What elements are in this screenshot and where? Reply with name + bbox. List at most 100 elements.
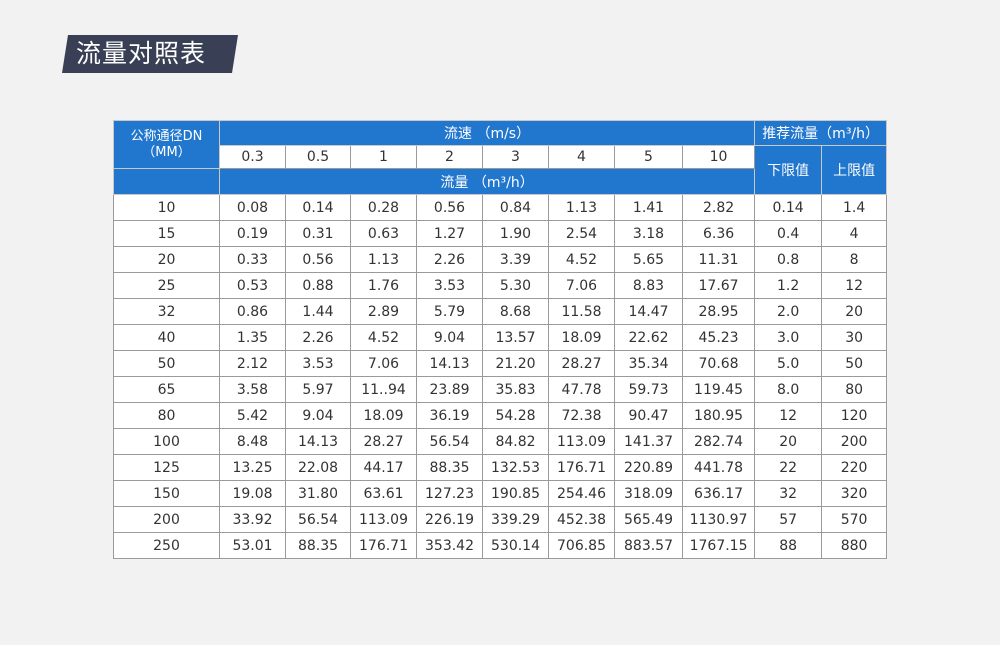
flow-cell: 88.35	[416, 454, 483, 481]
lower-limit-cell: 12	[754, 402, 823, 429]
flow-cell: 11.58	[548, 298, 615, 325]
velocity-cell: 1	[350, 145, 417, 169]
flow-cell: 56.54	[285, 506, 351, 533]
dn-cell: 15	[113, 220, 220, 247]
flow-cell: 9.04	[416, 324, 483, 351]
upper-limit-cell: 1.4	[821, 194, 888, 221]
flow-cell: 28.27	[548, 350, 615, 377]
flow-header: 流量 （m³/h）	[218, 168, 756, 195]
flow-cell: 4.52	[548, 246, 615, 273]
flow-cell: 636.17	[681, 480, 756, 507]
flow-cell: 35.34	[614, 350, 683, 377]
title-banner: 流量对照表	[62, 35, 238, 73]
flow-cell: 127.23	[416, 480, 483, 507]
flow-cell: 3.58	[219, 376, 286, 403]
table-row: 200 33.92 56.54 113.09 226.19 339.29 452.38 565…	[113, 506, 888, 533]
flow-cell: 132.53	[482, 454, 549, 481]
table-row: 15 0.19 0.31 0.63 1.27 1.90 2.54 3.18 6.36 0.4 4	[113, 220, 888, 247]
table-row: 25 0.53 0.88 1.76 3.53 5.30 7.06 8.83 17.67 1.2 12	[113, 272, 888, 299]
flow-cell: 226.19	[416, 506, 483, 533]
table-row: 10 0.08 0.14 0.28 0.56 0.84 1.13 1.41 2.82 0.14 1.…	[113, 194, 888, 221]
lower-limit-cell: 88	[754, 532, 823, 559]
flow-cell: 0.53	[219, 272, 286, 299]
flow-cell: 0.33	[219, 246, 286, 273]
flow-cell: 3.18	[614, 220, 683, 247]
flow-cell: 1130.97	[681, 506, 756, 533]
flow-cell: 5.97	[285, 376, 351, 403]
flow-cell: 5.65	[614, 246, 683, 273]
velocity-cell: 2	[416, 145, 483, 169]
flow-cell: 119.45	[681, 376, 756, 403]
flow-cell: 176.71	[548, 454, 615, 481]
upper-limit-cell: 320	[821, 480, 888, 507]
flow-cell: 63.61	[350, 480, 417, 507]
upper-limit-cell: 20	[821, 298, 888, 325]
flow-cell: 14.13	[285, 428, 351, 455]
flow-cell: 1.90	[482, 220, 549, 247]
flow-cell: 28.95	[681, 298, 756, 325]
table-row: 150 19.08 31.80 63.61 127.23 190.85 254.46 318.…	[113, 480, 888, 507]
table-row: 50 2.12 3.53 7.06 14.13 21.20 28.27 35.34 70.68 5…	[113, 350, 888, 377]
lower-limit-cell: 22	[754, 454, 823, 481]
flow-cell: 36.19	[416, 402, 483, 429]
upper-limit-cell: 880	[821, 532, 888, 559]
lower-limit-cell: 32	[754, 480, 823, 507]
flow-cell: 3.53	[416, 272, 483, 299]
flow-cell: 1.76	[350, 272, 417, 299]
flow-cell: 254.46	[548, 480, 615, 507]
flow-cell: 11..94	[350, 376, 417, 403]
flow-cell: 59.73	[614, 376, 683, 403]
flow-cell: 1.27	[416, 220, 483, 247]
flow-cell: 6.36	[681, 220, 756, 247]
flow-cell: 113.09	[350, 506, 417, 533]
dn-cell: 200	[113, 506, 220, 533]
dn-cell: 250	[113, 532, 220, 559]
flow-cell: 530.14	[482, 532, 549, 559]
flow-cell: 113.09	[548, 428, 615, 455]
flow-cell: 2.82	[681, 194, 756, 221]
flow-cell: 17.67	[681, 272, 756, 299]
table-row: 20 0.33 0.56 1.13 2.26 3.39 4.52 5.65 11.31 0.8 8	[113, 246, 888, 273]
flow-cell: 84.82	[482, 428, 549, 455]
dn-cell: 20	[113, 246, 220, 273]
dn-cell: 40	[113, 324, 220, 351]
lower-limit-header: 下限值	[754, 145, 823, 195]
flow-cell: 2.54	[548, 220, 615, 247]
flow-cell: 72.38	[548, 402, 615, 429]
flow-cell: 339.29	[482, 506, 549, 533]
velocity-cell: 4	[548, 145, 615, 169]
flow-cell: 18.09	[548, 324, 615, 351]
upper-limit-cell: 570	[821, 506, 888, 533]
page-title: 流量对照表	[76, 39, 207, 68]
blank-header-cell	[113, 168, 220, 195]
lower-limit-cell: 8.0	[754, 376, 823, 403]
upper-limit-cell: 50	[821, 350, 888, 377]
flow-cell: 0.08	[219, 194, 286, 221]
lower-limit-cell: 20	[754, 428, 823, 455]
lower-limit-cell: 2.0	[754, 298, 823, 325]
flow-cell: 1.13	[350, 246, 417, 273]
flow-cell: 31.80	[285, 480, 351, 507]
recommended-header: 推荐流量（m³/h）	[754, 120, 888, 146]
dn-cell: 10	[113, 194, 220, 221]
dn-cell: 150	[113, 480, 220, 507]
velocity-header: 流速 （m/s）	[218, 120, 756, 146]
flow-cell: 53.01	[219, 532, 286, 559]
flow-cell: 2.26	[416, 246, 483, 273]
dn-cell: 65	[113, 376, 220, 403]
dn-cell: 32	[113, 298, 220, 325]
flow-cell: 22.08	[285, 454, 351, 481]
lower-limit-cell: 0.14	[754, 194, 823, 221]
flow-cell: 0.56	[285, 246, 351, 273]
flow-cell: 88.35	[285, 532, 351, 559]
upper-limit-cell: 220	[821, 454, 888, 481]
flow-cell: 318.09	[614, 480, 683, 507]
flow-cell: 1.44	[285, 298, 351, 325]
dn-label: 公称通径DN	[130, 128, 203, 144]
table-row: 65 3.58 5.97 11..94 23.89 35.83 47.78 59.73 119.…	[113, 376, 888, 403]
flow-cell: 353.42	[416, 532, 483, 559]
velocity-cell: 5	[614, 145, 683, 169]
table-row: 250 53.01 88.35 176.71 353.42 530.14 706.85 883…	[113, 532, 888, 559]
flow-cell: 0.28	[350, 194, 417, 221]
flow-cell: 2.12	[219, 350, 286, 377]
